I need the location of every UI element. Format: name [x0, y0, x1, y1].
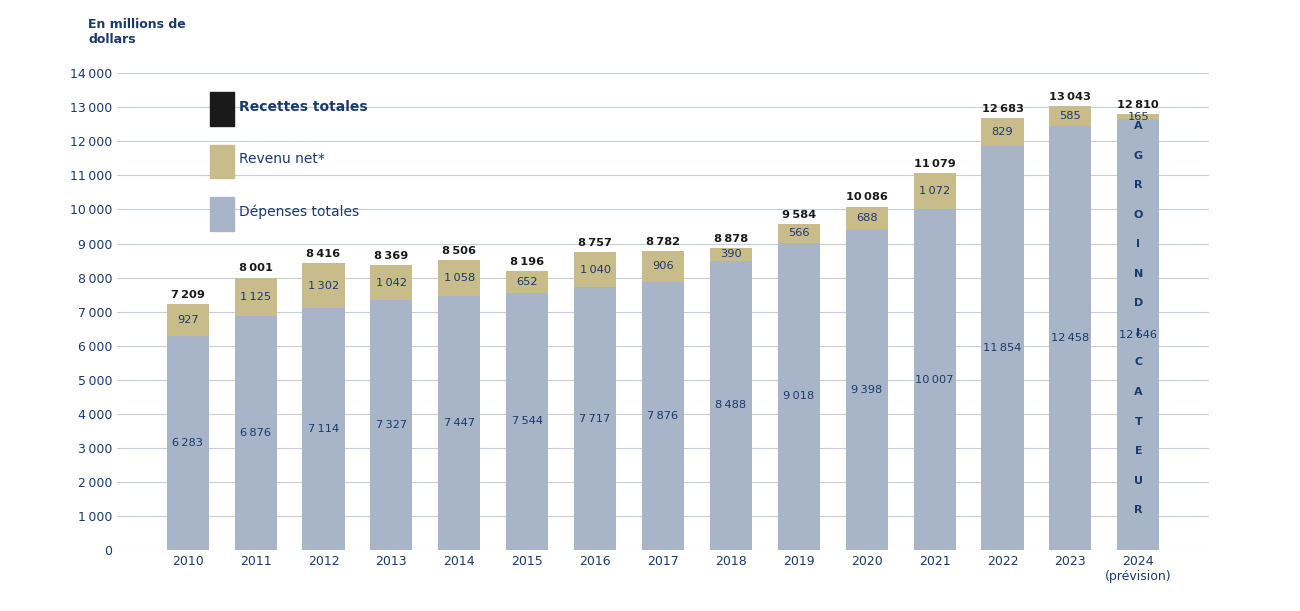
- Bar: [914, 173, 956, 209]
- FancyBboxPatch shape: [209, 197, 234, 230]
- FancyBboxPatch shape: [209, 92, 234, 126]
- Text: R: R: [1134, 180, 1143, 190]
- Text: 8 757: 8 757: [578, 238, 612, 247]
- Bar: [642, 282, 684, 550]
- Text: 688: 688: [855, 213, 878, 223]
- Bar: [506, 293, 549, 550]
- Text: 906: 906: [653, 262, 673, 271]
- Text: E: E: [1135, 446, 1143, 456]
- Bar: [506, 271, 549, 293]
- Text: I: I: [1136, 240, 1140, 249]
- Text: 1 058: 1 058: [443, 273, 474, 284]
- Text: A: A: [1134, 121, 1143, 131]
- Bar: [777, 243, 820, 550]
- Text: 8 001: 8 001: [239, 263, 273, 274]
- Bar: [846, 207, 888, 230]
- Text: 7 327: 7 327: [376, 420, 407, 430]
- Text: N: N: [1134, 269, 1143, 279]
- Text: T: T: [1135, 417, 1143, 426]
- Text: 12 810: 12 810: [1118, 100, 1160, 110]
- Text: 7 544: 7 544: [512, 417, 542, 426]
- Bar: [846, 230, 888, 550]
- Text: 585: 585: [1060, 111, 1082, 121]
- Text: 390: 390: [720, 249, 742, 259]
- Text: 165: 165: [1127, 112, 1149, 122]
- Text: 9 018: 9 018: [783, 392, 814, 401]
- Text: 8 488: 8 488: [715, 400, 746, 411]
- Text: R: R: [1134, 505, 1143, 515]
- Bar: [982, 118, 1023, 147]
- Bar: [370, 265, 412, 301]
- Text: 7 209: 7 209: [170, 290, 204, 301]
- Text: 7 114: 7 114: [308, 424, 339, 434]
- Text: 8 196: 8 196: [510, 257, 545, 267]
- Text: 1 072: 1 072: [919, 186, 950, 196]
- Text: 1 040: 1 040: [580, 265, 611, 274]
- Text: Revenu net*: Revenu net*: [239, 152, 325, 166]
- Bar: [1049, 106, 1092, 126]
- Bar: [166, 304, 209, 336]
- Text: 566: 566: [788, 229, 810, 238]
- Text: 927: 927: [177, 315, 199, 325]
- Text: 7 717: 7 717: [580, 414, 611, 423]
- Text: 9 398: 9 398: [852, 385, 883, 395]
- Text: 7 447: 7 447: [443, 418, 474, 428]
- Text: 13 043: 13 043: [1049, 92, 1092, 102]
- Text: 12 683: 12 683: [982, 104, 1023, 114]
- Text: O: O: [1134, 210, 1143, 220]
- Text: 1 125: 1 125: [240, 291, 272, 302]
- Text: G: G: [1134, 151, 1143, 161]
- Bar: [438, 260, 480, 296]
- Bar: [642, 251, 684, 282]
- Text: 829: 829: [992, 127, 1013, 137]
- Bar: [575, 287, 616, 550]
- Text: En millions de
dollars: En millions de dollars: [88, 18, 186, 46]
- Bar: [370, 301, 412, 550]
- Text: 6 283: 6 283: [172, 438, 203, 448]
- FancyBboxPatch shape: [209, 145, 234, 178]
- Text: 12 646: 12 646: [1119, 330, 1157, 340]
- Bar: [438, 296, 480, 550]
- Text: U: U: [1134, 475, 1143, 486]
- Text: Recettes totales: Recettes totales: [239, 100, 368, 114]
- Text: A: A: [1134, 387, 1143, 397]
- Text: I: I: [1136, 328, 1140, 338]
- Text: 8 878: 8 878: [714, 233, 747, 244]
- Text: 9 584: 9 584: [781, 210, 816, 219]
- Text: 11 854: 11 854: [983, 343, 1022, 353]
- Text: 8 416: 8 416: [307, 249, 341, 259]
- Text: C: C: [1135, 357, 1143, 367]
- Text: 6 876: 6 876: [240, 428, 272, 438]
- Text: 1 042: 1 042: [376, 278, 407, 288]
- Bar: [575, 252, 616, 287]
- Bar: [1049, 126, 1092, 550]
- Bar: [234, 316, 277, 550]
- Bar: [1117, 114, 1160, 119]
- Bar: [303, 308, 345, 550]
- Text: 12 458: 12 458: [1052, 333, 1089, 343]
- Bar: [303, 263, 345, 308]
- Bar: [234, 277, 277, 316]
- Text: 10 007: 10 007: [915, 375, 954, 384]
- Bar: [166, 336, 209, 550]
- Text: Dépenses totales: Dépenses totales: [239, 204, 359, 219]
- Text: 652: 652: [516, 277, 538, 287]
- Text: 8 782: 8 782: [646, 237, 680, 247]
- Bar: [777, 224, 820, 243]
- Text: 11 079: 11 079: [914, 159, 956, 169]
- Bar: [1117, 119, 1160, 550]
- Text: 10 086: 10 086: [846, 192, 888, 202]
- Bar: [982, 147, 1023, 550]
- Text: 7 876: 7 876: [647, 411, 679, 421]
- Bar: [710, 261, 751, 550]
- Text: D: D: [1134, 298, 1143, 309]
- Text: 1 302: 1 302: [308, 280, 339, 291]
- Text: 8 506: 8 506: [442, 246, 476, 256]
- Bar: [710, 247, 751, 261]
- Text: 8 369: 8 369: [374, 251, 408, 261]
- Bar: [914, 209, 956, 550]
